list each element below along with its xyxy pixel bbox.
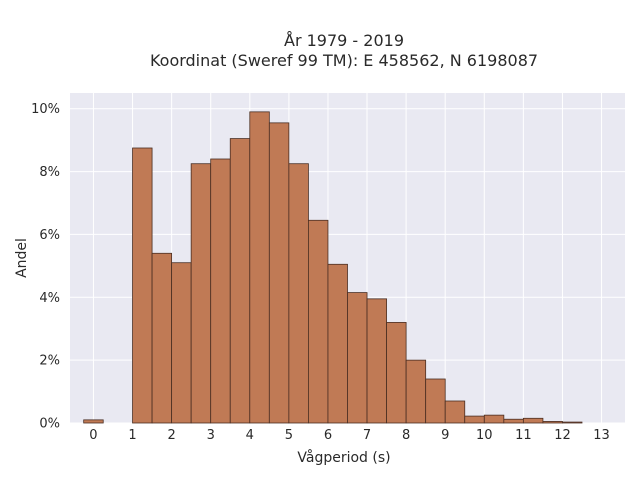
histogram-bar xyxy=(542,421,563,424)
histogram-bar xyxy=(288,163,309,424)
histogram-bar xyxy=(405,359,427,424)
x-tick-label: 4 xyxy=(246,428,254,443)
x-tick-label: 3 xyxy=(207,428,215,443)
y-tick-labels: 0% 2% 4% 6% 8% 10% xyxy=(31,102,60,431)
x-tick-label: 12 xyxy=(554,428,571,443)
histogram-bar xyxy=(347,292,368,424)
histogram-bar xyxy=(562,421,583,424)
histogram-bar xyxy=(444,400,466,424)
y-tick-label: 2% xyxy=(39,354,60,369)
histogram-bar xyxy=(229,138,251,424)
histogram-bar xyxy=(171,262,192,424)
y-tick-label: 10% xyxy=(31,102,60,117)
chart-subtitle: Koordinat (Sweref 99 TM): E 458562, N 61… xyxy=(150,51,538,70)
bars xyxy=(83,111,583,424)
x-tick-label: 9 xyxy=(441,428,449,443)
histogram-bar xyxy=(210,158,231,424)
y-tick-label: 8% xyxy=(39,165,60,180)
x-axis-label: Vågperiod (s) xyxy=(297,449,390,466)
x-tick-label: 11 xyxy=(515,428,532,443)
x-tick-label: 0 xyxy=(89,428,97,443)
x-tick-label: 7 xyxy=(363,428,371,443)
x-tick-label: 1 xyxy=(128,428,136,443)
histogram-bar xyxy=(522,417,544,424)
y-tick-label: 4% xyxy=(39,291,60,306)
histogram-bar xyxy=(386,322,407,424)
y-tick-label: 6% xyxy=(39,228,60,243)
histogram-bar xyxy=(268,122,290,424)
histogram-bar xyxy=(327,263,348,424)
x-tick-labels: 0 1 2 3 4 5 6 7 8 9 10 11 12 13 xyxy=(89,428,610,443)
histogram-bar xyxy=(503,418,524,424)
histogram-bar xyxy=(483,414,505,424)
histogram-bar xyxy=(464,415,485,424)
x-tick-label: 6 xyxy=(324,428,332,443)
x-tick-label: 8 xyxy=(402,428,410,443)
histogram-bar xyxy=(190,163,212,424)
histogram-bar xyxy=(132,147,153,424)
y-tick-label: 0% xyxy=(39,417,60,432)
histogram-bar xyxy=(366,298,387,424)
histogram-bar xyxy=(151,252,173,424)
y-axis-label: Andel xyxy=(14,238,30,278)
histogram-bar xyxy=(308,219,329,424)
histogram-bar xyxy=(249,111,270,424)
x-tick-label: 2 xyxy=(167,428,175,443)
x-tick-label: 13 xyxy=(593,428,610,443)
x-tick-label: 5 xyxy=(285,428,293,443)
x-tick-label: 10 xyxy=(476,428,493,443)
chart-title: År 1979 - 2019 xyxy=(284,31,404,50)
histogram-bar xyxy=(83,419,104,424)
histogram-bar xyxy=(425,378,446,424)
